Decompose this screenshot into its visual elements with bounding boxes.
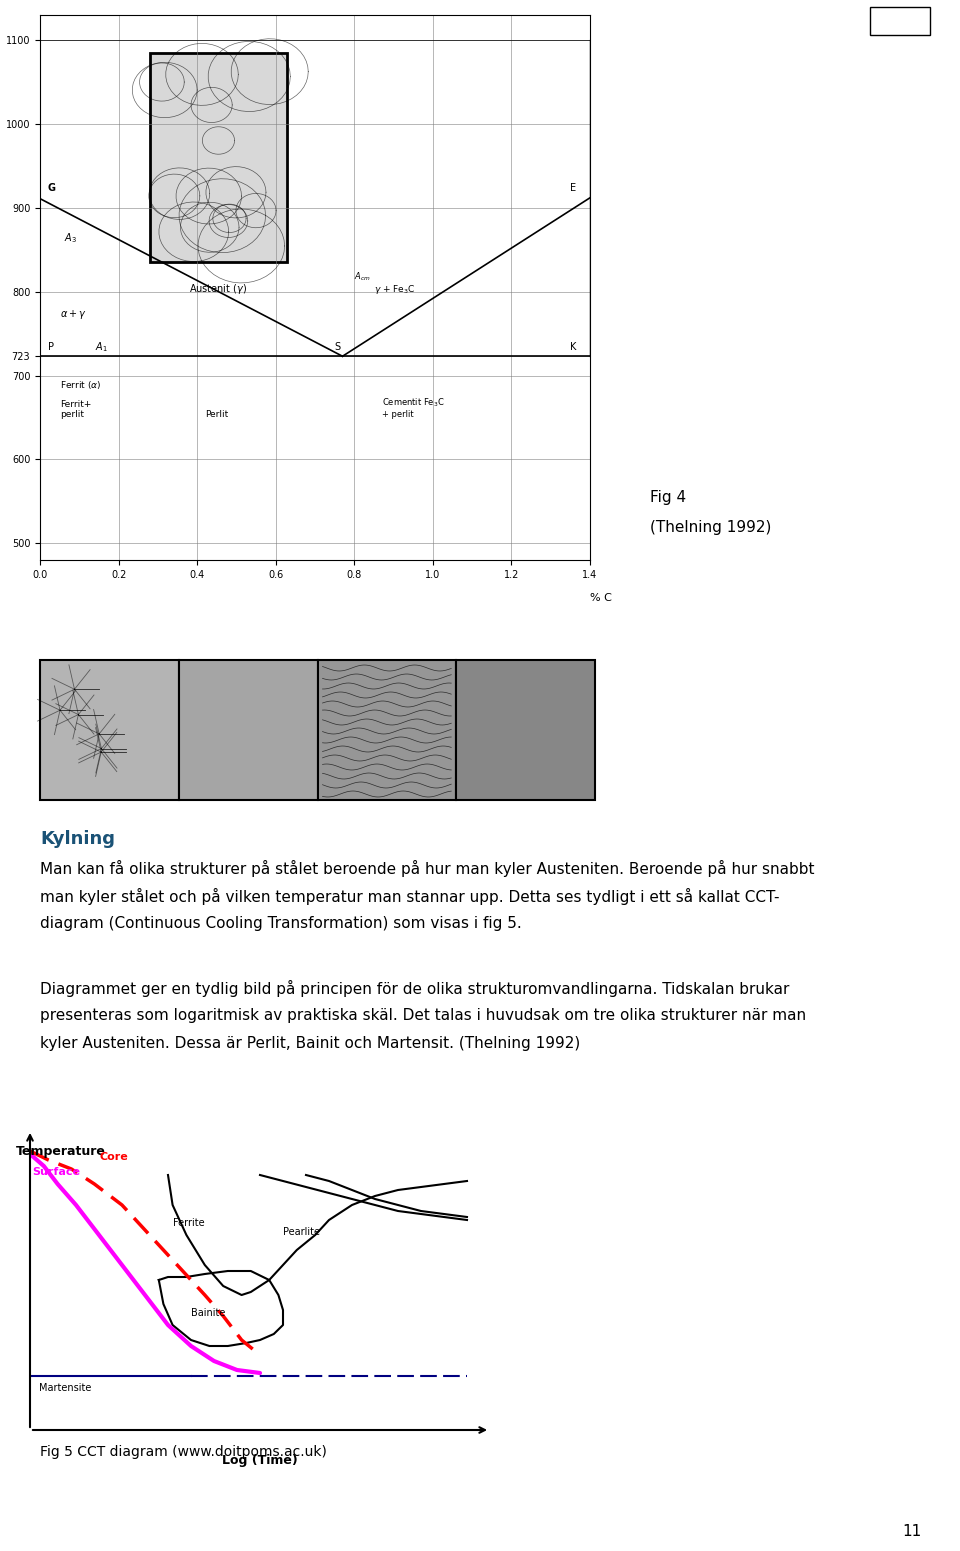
Text: Surface: Surface: [33, 1166, 81, 1177]
Text: Man kan få olika strukturer på stålet beroende på hur man kyler Austeniten. Bero: Man kan få olika strukturer på stålet be…: [40, 859, 814, 876]
Text: Ferrit+
perlit: Ferrit+ perlit: [60, 400, 91, 419]
Text: $A_{cm}$: $A_{cm}$: [354, 270, 371, 282]
FancyBboxPatch shape: [150, 53, 287, 262]
Text: Pearlite: Pearlite: [283, 1227, 320, 1238]
Text: diagram (Continuous Cooling Transformation) som visas i fig 5.: diagram (Continuous Cooling Transformati…: [40, 917, 521, 931]
Text: kyler Austeniten. Dessa är Perlit, Bainit och Martensit. (Thelning 1992): kyler Austeniten. Dessa är Perlit, Baini…: [40, 1036, 580, 1052]
Bar: [456, 661, 595, 800]
Text: (Thelning 1992): (Thelning 1992): [650, 520, 772, 535]
Text: Core: Core: [99, 1152, 128, 1162]
Text: G: G: [48, 183, 56, 192]
Text: Kylning: Kylning: [40, 830, 115, 848]
Text: Ferrite: Ferrite: [173, 1218, 204, 1228]
Text: $\gamma$ + Fe$_3$C: $\gamma$ + Fe$_3$C: [374, 282, 416, 296]
Text: S: S: [335, 343, 341, 352]
Text: Perlit: Perlit: [205, 411, 228, 419]
Text: 911: 911: [0, 194, 1, 203]
Text: $\alpha + \gamma$: $\alpha + \gamma$: [60, 307, 86, 321]
Text: Diagrammet ger en tydlig bild på principen för de olika strukturomvandlingarna. : Diagrammet ger en tydlig bild på princip…: [40, 980, 789, 997]
Text: $A_3$: $A_3$: [63, 231, 77, 245]
Text: Fig: Fig: [895, 14, 905, 29]
Bar: [179, 661, 318, 800]
Bar: [40, 661, 179, 800]
Text: Ferrit ($\alpha$): Ferrit ($\alpha$): [60, 378, 101, 391]
Text: Bainite: Bainite: [191, 1307, 226, 1318]
Text: presenteras som logaritmisk av praktiska skäl. Det talas i huvudsak om tre olika: presenteras som logaritmisk av praktiska…: [40, 1008, 806, 1024]
X-axis label: % C: % C: [590, 592, 612, 603]
Bar: [318, 661, 456, 800]
Text: $A_1$: $A_1$: [95, 340, 108, 354]
Text: E: E: [570, 183, 577, 192]
Text: Martensite: Martensite: [39, 1383, 91, 1393]
Text: K: K: [570, 343, 577, 352]
Text: Temperature: Temperature: [16, 1145, 106, 1159]
Text: Austenit ($\gamma$): Austenit ($\gamma$): [189, 282, 248, 296]
Text: Log (Time): Log (Time): [222, 1453, 298, 1467]
Text: Fig 5 CCT diagram (www.doitpoms.ac.uk): Fig 5 CCT diagram (www.doitpoms.ac.uk): [40, 1446, 326, 1459]
Text: Cementit Fe$_3$C
+ perlit: Cementit Fe$_3$C + perlit: [382, 397, 444, 419]
Text: man kyler stålet och på vilken temperatur man stannar upp. Detta ses tydligt i e: man kyler stålet och på vilken temperatu…: [40, 889, 780, 906]
Text: 11: 11: [902, 1523, 922, 1539]
Text: P: P: [48, 343, 54, 352]
Text: Fig 4: Fig 4: [650, 490, 686, 506]
